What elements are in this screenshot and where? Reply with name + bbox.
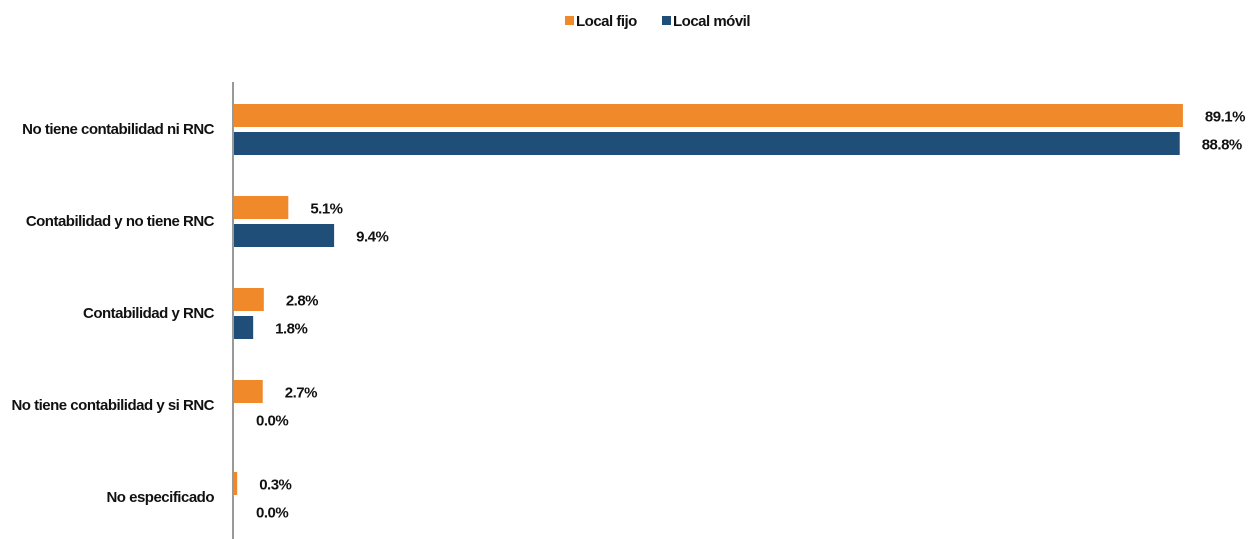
category-label: Contabilidad y RNC [83, 305, 215, 322]
legend-label: Local móvil [673, 13, 750, 30]
value-label: 0.3% [259, 476, 291, 493]
value-label: 0.0% [256, 504, 288, 521]
value-label: 2.8% [286, 292, 318, 309]
value-label: 0.0% [256, 412, 288, 429]
value-label: 88.8% [1202, 136, 1242, 153]
category-label: No tiene contabilidad ni RNC [22, 121, 215, 138]
bar [234, 380, 263, 403]
category-label: Contabilidad y no tiene RNC [26, 213, 215, 230]
value-label: 9.4% [356, 228, 388, 245]
category-label: No especificado [106, 489, 214, 506]
legend-swatch [565, 16, 574, 25]
bar [234, 472, 238, 495]
bar [234, 316, 254, 339]
bar [234, 132, 1180, 155]
bar [234, 196, 289, 219]
bar [234, 224, 335, 247]
legend-swatch [662, 16, 671, 25]
value-label: 2.7% [285, 384, 317, 401]
value-label: 89.1% [1205, 108, 1245, 125]
category-label: No tiene contabilidad y si RNC [11, 397, 214, 414]
bar [234, 288, 264, 311]
value-label: 5.1% [310, 200, 342, 217]
value-label: 1.8% [275, 320, 307, 337]
legend-label: Local fijo [576, 13, 637, 30]
bar [234, 104, 1183, 127]
